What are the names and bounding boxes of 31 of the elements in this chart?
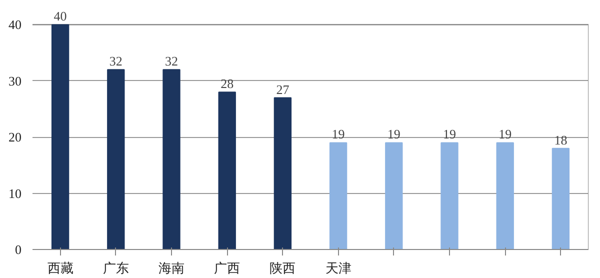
data-label: 40 bbox=[54, 8, 67, 24]
y-tick-label: 20 bbox=[8, 130, 22, 145]
x-tick-label: 广西 bbox=[214, 260, 240, 276]
bar bbox=[329, 142, 348, 250]
bar bbox=[385, 142, 403, 250]
data-label: 19 bbox=[332, 126, 345, 142]
y-tick-label: 40 bbox=[8, 17, 22, 32]
data-label: 18 bbox=[554, 132, 568, 148]
data-label: 27 bbox=[276, 82, 290, 97]
bar bbox=[440, 142, 458, 250]
y-tick-label: 30 bbox=[8, 73, 22, 88]
bar bbox=[496, 142, 514, 250]
bar bbox=[107, 69, 125, 250]
data-label: 32 bbox=[165, 54, 178, 69]
x-tick-label: 广东 bbox=[102, 260, 129, 276]
bar bbox=[218, 92, 236, 250]
bar bbox=[162, 69, 180, 250]
bar bbox=[274, 97, 292, 250]
bar bbox=[51, 24, 70, 250]
x-tick-label: 西藏 bbox=[47, 260, 74, 276]
y-tick-label: 0 bbox=[15, 242, 22, 257]
x-tick-label: 陕西 bbox=[270, 260, 296, 276]
data-label: 32 bbox=[109, 54, 122, 69]
data-label: 19 bbox=[443, 126, 456, 142]
data-label: 19 bbox=[498, 126, 512, 142]
y-tick-label: 10 bbox=[8, 186, 22, 201]
x-tick-label: 天津 bbox=[325, 260, 352, 276]
data-label: 28 bbox=[220, 76, 234, 92]
data-label: 19 bbox=[387, 126, 400, 142]
x-tick-label: 海南 bbox=[158, 260, 184, 276]
bar bbox=[552, 148, 570, 250]
